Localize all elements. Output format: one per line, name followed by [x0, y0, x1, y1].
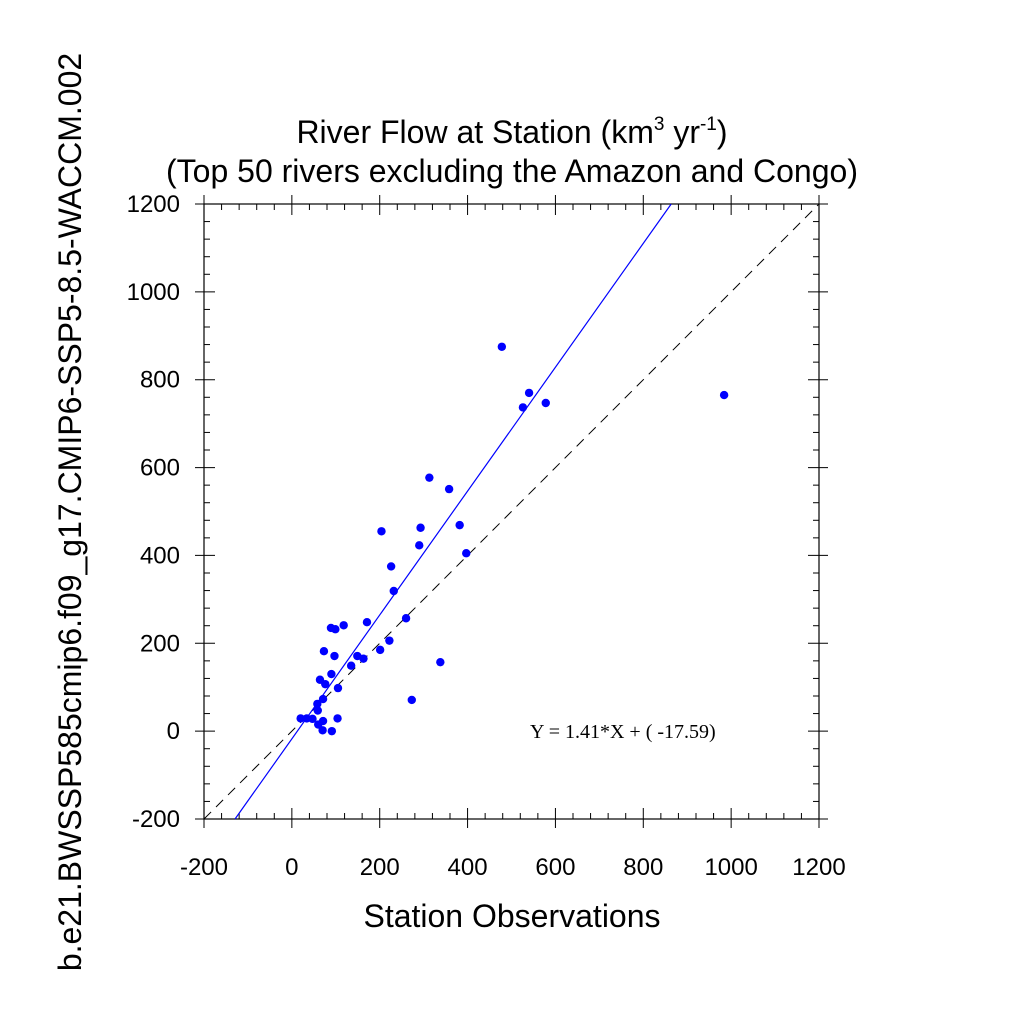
data-point: [719, 390, 729, 400]
data-point: [318, 726, 327, 735]
data-point: [518, 403, 528, 412]
y-tick-label: 1200: [127, 191, 180, 218]
data-point: [313, 699, 322, 709]
y-tick-label: 200: [140, 630, 180, 657]
data-point: [359, 654, 368, 663]
x-tick-label: 600: [535, 854, 575, 881]
data-point: [321, 679, 330, 689]
y-tick-label: 1000: [127, 279, 180, 306]
data-points: [296, 342, 729, 736]
data-point: [401, 614, 411, 623]
one-to-one-reference-line: [203, 203, 820, 820]
data-point: [362, 618, 372, 627]
data-point: [313, 706, 322, 715]
x-axis-tick-labels: -200 0 200 400 600 800 1000 1200: [180, 854, 846, 881]
x-tick-label: 1000: [704, 854, 757, 881]
y-tick-label: 0: [167, 718, 180, 745]
regression-equation: Y = 1.41*X + ( -17.59): [530, 721, 716, 743]
x-tick-label: 0: [285, 854, 298, 881]
y-tick-label: 600: [140, 455, 180, 482]
y-tick-label: -200: [132, 806, 180, 833]
data-point: [339, 621, 348, 630]
data-point: [416, 523, 425, 532]
data-point: [333, 714, 342, 723]
x-tick-label: 200: [360, 854, 400, 881]
x-tick-label: 800: [623, 854, 663, 881]
data-point: [333, 683, 343, 693]
data-point: [346, 661, 356, 670]
axis-ticks: [195, 195, 828, 828]
data-point: [444, 484, 454, 494]
chart-subtitle: (Top 50 rivers excluding the Amazon and …: [166, 153, 858, 189]
data-point: [524, 388, 534, 398]
data-point: [462, 549, 471, 558]
data-point: [386, 562, 396, 571]
data-point: [455, 520, 464, 530]
plot-frame: [203, 203, 820, 820]
data-point: [331, 625, 340, 634]
data-point: [407, 695, 416, 705]
y-tick-label: 800: [140, 367, 180, 394]
x-tick-label: 1200: [792, 854, 845, 881]
y-tick-label: 400: [140, 542, 180, 569]
x-axis-label: Station Observations: [363, 898, 660, 934]
data-point: [375, 645, 385, 655]
data-point: [327, 669, 336, 679]
data-point: [319, 646, 329, 656]
x-tick-label: 400: [448, 854, 488, 881]
data-point: [541, 398, 550, 408]
data-point: [296, 714, 305, 723]
x-tick-label: -200: [180, 854, 228, 881]
data-point: [308, 714, 317, 724]
data-point: [327, 726, 337, 736]
data-point: [330, 651, 339, 661]
data-point: [318, 694, 328, 704]
data-point: [377, 527, 386, 536]
data-point: [436, 657, 445, 667]
data-point: [314, 720, 323, 729]
data-point: [425, 473, 434, 482]
y-axis-tick-labels: -200 0 200 400 600 800 1000 1200: [127, 191, 180, 833]
data-point: [389, 586, 398, 596]
data-point: [385, 636, 394, 645]
y-axis-label: b.e21.BWSSP585cmip6.f09_g17.CMIP6-SSP5-8…: [52, 53, 88, 971]
data-point: [415, 541, 424, 550]
chart-title: River Flow at Station (km3 yr-1): [296, 114, 727, 150]
data-point: [497, 342, 507, 351]
